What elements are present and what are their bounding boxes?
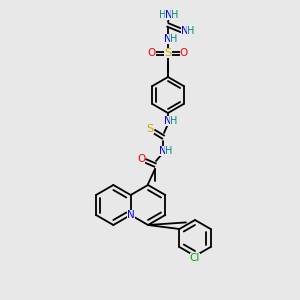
- Text: H: H: [170, 34, 178, 44]
- Text: N: N: [164, 34, 172, 44]
- Text: H: H: [170, 116, 178, 126]
- Text: O: O: [137, 154, 145, 164]
- Text: H: H: [171, 10, 179, 20]
- Text: S: S: [164, 48, 172, 58]
- Text: Cl: Cl: [190, 253, 200, 263]
- Text: N: N: [159, 146, 167, 156]
- Text: H: H: [187, 26, 195, 36]
- Text: O: O: [180, 48, 188, 58]
- Text: N: N: [127, 210, 135, 220]
- Text: S: S: [146, 124, 154, 134]
- Text: N: N: [164, 116, 172, 126]
- Text: N: N: [181, 26, 189, 36]
- Text: H: H: [165, 146, 173, 156]
- Text: O: O: [148, 48, 156, 58]
- Text: H: H: [159, 10, 167, 20]
- Text: N: N: [165, 10, 173, 20]
